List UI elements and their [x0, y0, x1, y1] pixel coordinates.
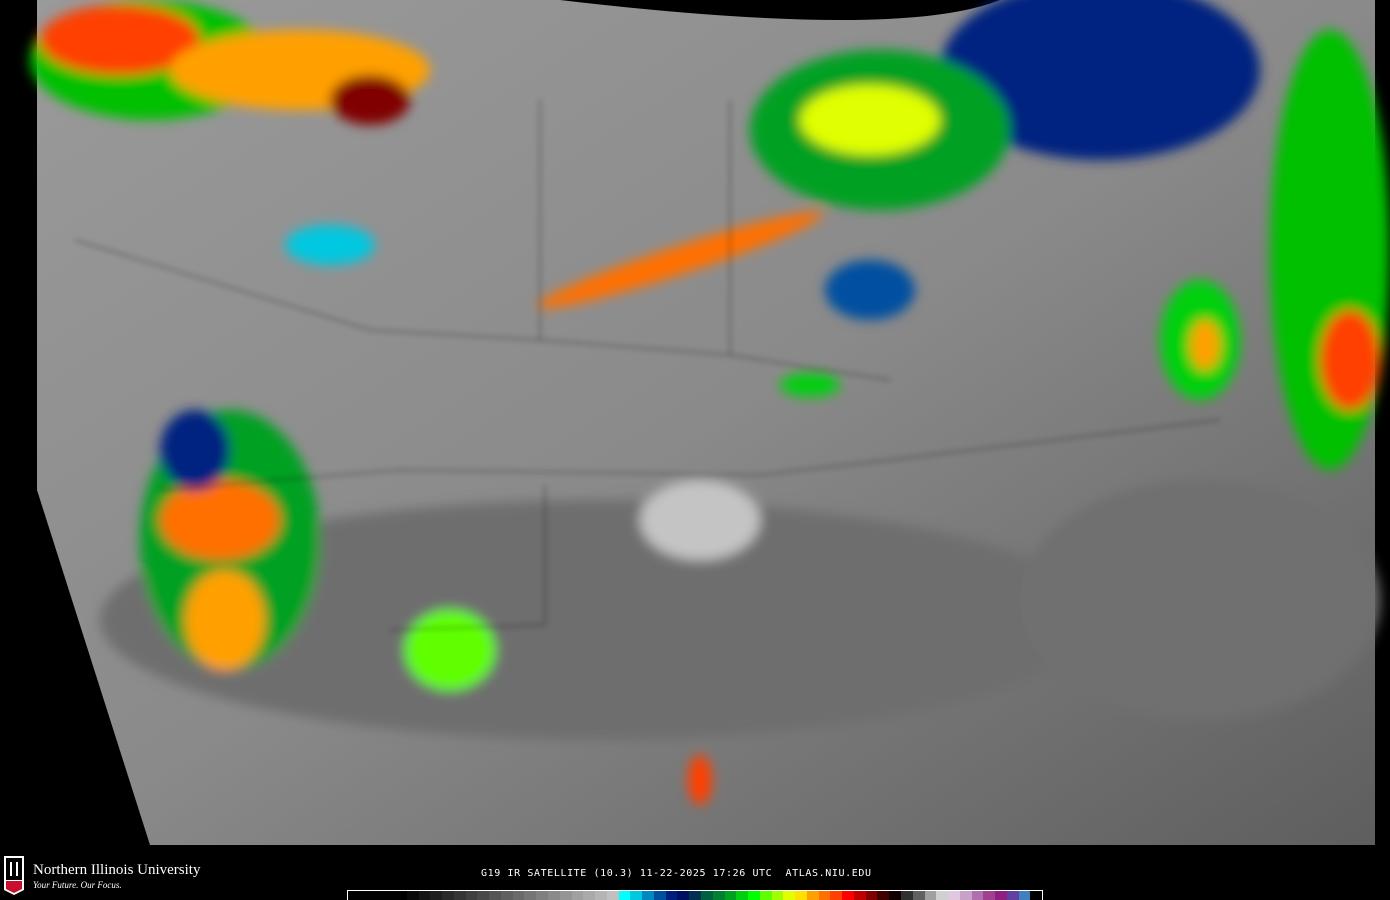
colorbar-swatch: [865, 891, 878, 900]
temperature-colorbar: [347, 890, 1043, 900]
colorbar-swatch: [795, 891, 807, 900]
colorbar-swatch: [853, 891, 866, 900]
colorbar-swatch: [724, 891, 737, 900]
image-caption: G19 IR SATELLITE (10.3) 11-22-2025 17:26…: [481, 868, 872, 879]
colorbar-swatch: [983, 891, 996, 900]
colorbar-swatch: [771, 891, 784, 900]
space-top-edge: [560, 0, 1000, 20]
colorbar-swatch: [606, 891, 619, 900]
colorbar-swatch: [971, 891, 984, 900]
colorbar-swatch: [536, 891, 549, 900]
colorbar-swatch: [395, 891, 407, 900]
colorbar-swatch: [995, 891, 1007, 900]
colorbar-swatch: [406, 891, 419, 900]
colorbar-swatch: [571, 891, 584, 900]
colorbar-swatch: [548, 891, 560, 900]
colorbar-swatch: [359, 891, 372, 900]
colorbar-swatch: [371, 891, 384, 900]
colorbar-swatch: [806, 891, 819, 900]
colorbar-swatch: [877, 891, 890, 900]
colorbar-swatch: [453, 891, 466, 900]
colorbar-swatch: [689, 891, 701, 900]
colorbar-swatch: [442, 891, 454, 900]
colorbar-swatch: [618, 891, 631, 900]
colorbar-swatch: [1006, 891, 1019, 900]
state-borders: [74, 100, 1221, 631]
colorbar-swatch: [489, 891, 501, 900]
colorbar-swatch: [500, 891, 513, 900]
cloud-layer: [30, 0, 1390, 805]
colorbar-swatch: [677, 891, 690, 900]
colorbar-swatch: [736, 891, 749, 900]
colorbar-swatch: [948, 891, 960, 900]
colorbar-swatch: [653, 891, 666, 900]
colorbar-swatch: [912, 891, 925, 900]
colorbar-swatch: [783, 891, 796, 900]
colorbar-swatch: [889, 891, 901, 900]
colorbar-swatch: [1030, 891, 1043, 900]
colorbar-swatch: [759, 891, 772, 900]
university-name: Northern Illinois University: [33, 862, 201, 878]
colorbar-swatch: [818, 891, 831, 900]
colorbar-swatch: [936, 891, 949, 900]
colorbar-swatch: [477, 891, 490, 900]
colorbar-swatch: [700, 891, 713, 900]
university-tagline: Your Future. Our Focus.: [33, 880, 122, 890]
colorbar-swatch: [830, 891, 843, 900]
colorbar-swatch: [1018, 891, 1031, 900]
colorbar-swatch: [418, 891, 431, 900]
colorbar-swatch: [842, 891, 854, 900]
colorbar-swatch: [348, 891, 360, 900]
colorbar-swatch: [665, 891, 678, 900]
colorbar-swatch: [630, 891, 643, 900]
colorbar-swatch: [924, 891, 937, 900]
colorbar-swatch: [524, 891, 537, 900]
niu-logo-icon: [4, 856, 24, 895]
colorbar-swatch: [583, 891, 596, 900]
colorbar-swatch: [959, 891, 972, 900]
colorbar-swatch: [595, 891, 607, 900]
colorbar-swatch: [430, 891, 443, 900]
colorbar-swatch: [512, 891, 525, 900]
colorbar-swatch: [642, 891, 654, 900]
colorbar-swatch: [465, 891, 478, 900]
colorbar-swatch: [900, 891, 913, 900]
colorbar-swatch: [559, 891, 572, 900]
colorbar-swatch: [712, 891, 725, 900]
satellite-ir-map: [30, 0, 1390, 845]
colorbar-swatch: [748, 891, 760, 900]
colorbar-swatch: [383, 891, 396, 900]
